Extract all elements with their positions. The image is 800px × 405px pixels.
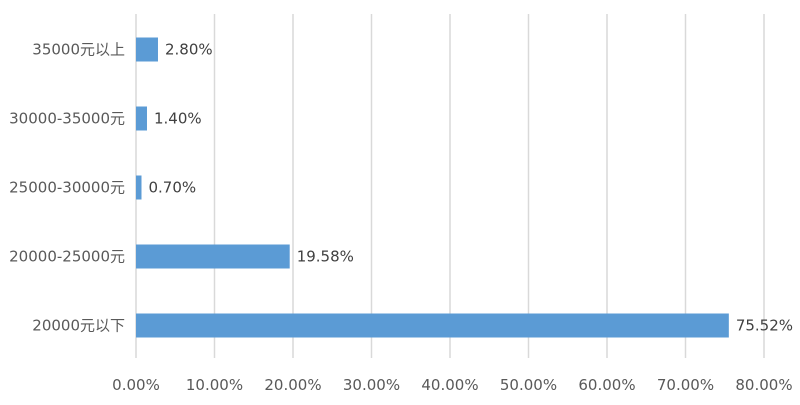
x-tick-label-1: 10.00% — [186, 376, 243, 394]
data-label-1: 1.40% — [154, 110, 202, 128]
x-tick-label-6: 60.00% — [578, 376, 635, 394]
x-tick-label-8: 80.00% — [735, 376, 792, 394]
bar-2 — [136, 175, 142, 200]
data-label-0: 2.80% — [165, 41, 213, 59]
category-label-0: 35000元以上 — [32, 41, 125, 59]
data-labels: 2.80% 1.40% 0.70% 19.58% 75.52% — [148, 41, 793, 335]
category-label-2: 25000-30000元 — [9, 179, 125, 197]
x-tick-label-4: 40.00% — [421, 376, 478, 394]
category-label-3: 20000-25000元 — [9, 248, 125, 266]
x-tick-label-0: 0.00% — [112, 376, 160, 394]
data-label-3: 19.58% — [297, 248, 354, 266]
data-label-2: 0.70% — [148, 179, 196, 197]
x-axis-tick-labels: 0.00% 10.00% 20.00% 30.00% 40.00% 50.00% 60.00… — [112, 376, 792, 394]
bar-1 — [136, 106, 147, 131]
bar-3 — [136, 244, 290, 269]
data-label-4: 75.52% — [736, 317, 793, 335]
x-tick-label-5: 50.00% — [500, 376, 557, 394]
bar-0 — [136, 37, 158, 62]
category-labels: 35000元以上 30000-35000元 25000-30000元 20000-25… — [9, 41, 125, 335]
x-tick-label-3: 30.00% — [343, 376, 400, 394]
x-tick-label-7: 70.00% — [657, 376, 714, 394]
bars — [136, 37, 729, 338]
x-tick-label-2: 20.00% — [264, 376, 321, 394]
category-label-1: 30000-35000元 — [9, 110, 125, 128]
category-label-4: 20000元以下 — [32, 317, 125, 335]
gridlines — [135, 14, 765, 358]
bar-4 — [136, 313, 729, 338]
